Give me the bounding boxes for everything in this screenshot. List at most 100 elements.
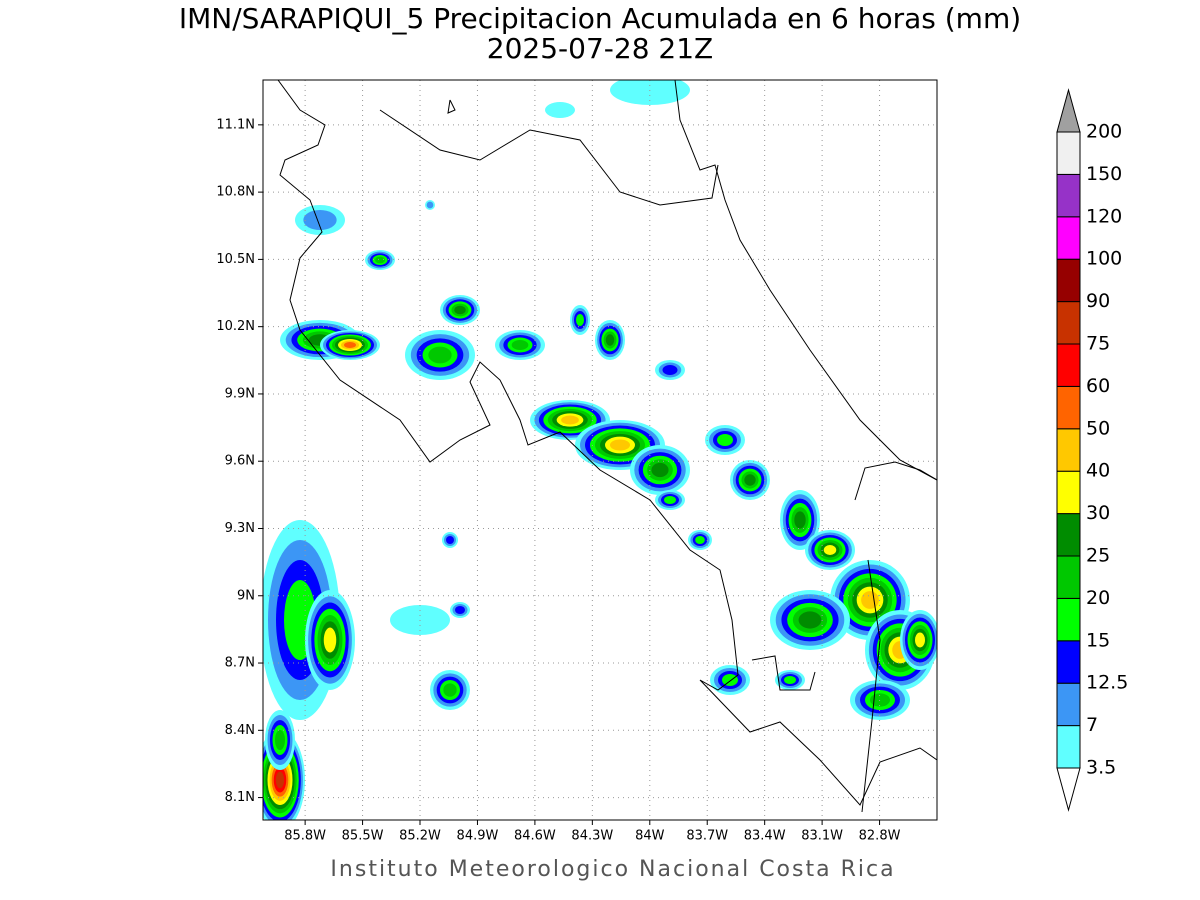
colorbar-label: 20 [1086, 587, 1110, 609]
colorbar-box [1056, 428, 1081, 472]
precip-contour [446, 536, 454, 544]
colorbar-label: 200 [1086, 121, 1122, 143]
precip-contour [605, 334, 615, 346]
precip-contour [375, 256, 385, 264]
precip-contour [610, 439, 630, 451]
colorbar-box [1056, 258, 1081, 303]
colorbar-box [1056, 597, 1081, 642]
x-tick-label: 84.6W [514, 829, 556, 844]
precip-contour [275, 771, 285, 789]
precip-contour [798, 611, 822, 629]
map-frame [262, 79, 938, 821]
precip-contour [511, 340, 529, 350]
precip-contour [455, 606, 465, 614]
coastlines [277, 80, 937, 813]
precip-contour [664, 496, 676, 504]
colorbar-box [1056, 640, 1081, 684]
x-tick-label: 83.7W [686, 829, 728, 844]
precip-contour [823, 545, 837, 555]
colorbar-box [1056, 301, 1081, 345]
precip-contour [610, 80, 690, 105]
colorbar-label: 150 [1086, 163, 1122, 185]
precip-contour [861, 591, 879, 609]
colorbar-box [1056, 513, 1081, 557]
colorbar-label: 40 [1086, 460, 1110, 482]
colorbar-box [1056, 470, 1081, 515]
precip-contour [915, 632, 925, 648]
precip-contour [428, 346, 452, 364]
colorbar-label: 30 [1086, 502, 1110, 524]
y-tick-label: 9N [237, 588, 255, 603]
x-tick-label: 84.3W [571, 829, 613, 844]
precip-contour [561, 415, 579, 425]
x-tick-label: 85.8W [284, 829, 326, 844]
x-tick-label: 84.9W [457, 829, 499, 844]
footer: Instituto Meteorologico Nacional Costa R… [330, 857, 895, 882]
pacific-coast [277, 80, 937, 806]
colorbar-box [1056, 131, 1081, 175]
colorbar-label: 12.5 [1086, 672, 1128, 694]
subtitle: 2025-07-28 21Z [487, 32, 713, 65]
precip-contour [344, 342, 356, 348]
lake [447, 99, 456, 114]
colorbar-label: 75 [1086, 333, 1110, 355]
colorbar-box [1056, 555, 1081, 599]
precip-contour [744, 474, 756, 486]
y-tick-label: 8.4N [225, 723, 255, 738]
x-tick-label: 85.5W [342, 829, 384, 844]
x-tick-label: 82.8W [859, 829, 901, 844]
title: IMN/SARAPIQUI_5 Precipitacion Acumulada … [179, 2, 1021, 35]
colorbar-label: 15 [1086, 629, 1110, 651]
caribbean-coast [674, 80, 937, 481]
y-tick-label: 10.2N [216, 319, 255, 334]
colorbar-box [1056, 173, 1081, 218]
x-tick-label: 83.1W [801, 829, 843, 844]
y-tick-label: 8.1N [225, 790, 255, 805]
panama-border-south [861, 559, 881, 813]
colorbar-over [1056, 88, 1081, 133]
precip-contour [576, 314, 584, 326]
precip-contour [695, 536, 705, 544]
precip-contour [323, 627, 337, 653]
x-tick-label: 84W [635, 829, 665, 844]
precip-contour [545, 102, 575, 118]
colorbar-box [1056, 725, 1081, 769]
colorbar-box [1056, 385, 1081, 430]
precip-contour [784, 676, 796, 684]
colorbar-box [1056, 216, 1081, 260]
colorbar-under [1056, 767, 1081, 812]
precip-contour [651, 462, 669, 478]
y-tick-label: 10.8N [216, 185, 255, 200]
precip-contour [722, 674, 738, 686]
colorbar-label: 100 [1086, 248, 1122, 270]
colorbar-label: 90 [1086, 290, 1110, 312]
precip-contour [275, 730, 285, 750]
precip-contour [426, 201, 434, 209]
peninsula [751, 655, 816, 691]
colorbar-label: 3.5 [1086, 757, 1116, 779]
y-tick-label: 9.3N [225, 521, 255, 536]
y-tick-label: 10.5N [216, 252, 255, 267]
colorbar-label: 120 [1086, 205, 1122, 227]
x-tick-label: 83.4W [744, 829, 786, 844]
colorbar-box [1056, 343, 1081, 387]
y-tick-label: 8.7N [225, 656, 255, 671]
colorbar-label: 50 [1086, 417, 1110, 439]
precip-contour [454, 305, 466, 315]
precip-contour [717, 434, 733, 446]
y-tick-label: 9.9N [225, 386, 255, 401]
precip-contour [443, 683, 457, 697]
axes: 85.8W 85.5W 85.2W 84.9W 84.6W 84.3W 84W 83.7W 83… [216, 117, 900, 843]
y-tick-label: 11.1N [216, 117, 255, 132]
colorbar-box [1056, 682, 1081, 727]
colorbar-label: 25 [1086, 545, 1110, 567]
colorbar-label: 7 [1086, 714, 1098, 736]
panama-border [854, 461, 937, 501]
y-tick-label: 9.6N [225, 454, 255, 469]
colorbar-label: 60 [1086, 375, 1110, 397]
grid [263, 80, 937, 820]
precip-contour [794, 511, 806, 529]
colorbar: 3.5 7 12.5 15 20 25 30 40 50 60 75 90 100 120 150 200 [1056, 88, 1128, 812]
precip-contour [662, 365, 678, 375]
